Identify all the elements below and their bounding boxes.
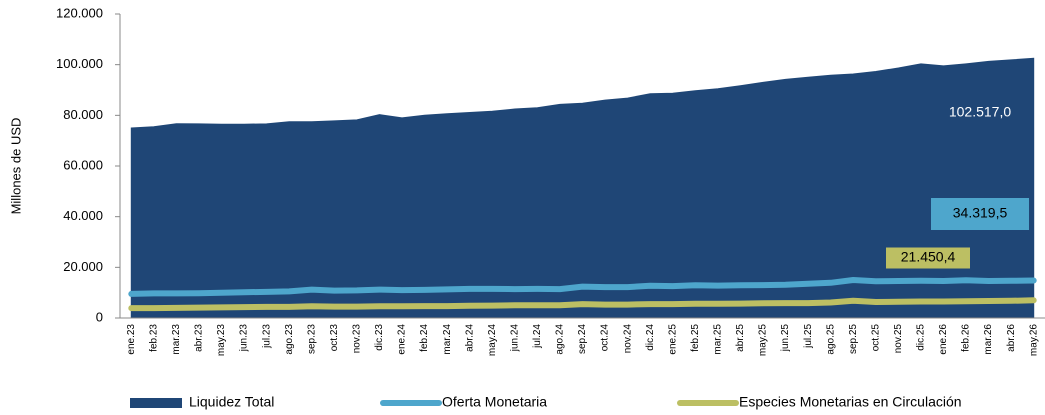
area bbox=[130, 57, 1035, 319]
y-tick-label: 120.000 bbox=[56, 5, 103, 20]
x-tick-label: abr.25 bbox=[735, 324, 746, 352]
x-tick-label: jun.24 bbox=[509, 324, 520, 353]
x-tick-label: abr.24 bbox=[464, 324, 475, 352]
x-tick-label: feb.24 bbox=[419, 324, 430, 352]
x-tick-label: jun.25 bbox=[780, 324, 791, 353]
x-tick-label: mar.26 bbox=[983, 324, 994, 355]
x-tick-label: sep.24 bbox=[577, 324, 588, 354]
x-tick-label: oct.25 bbox=[870, 324, 881, 352]
annotation: 102.517,0 bbox=[949, 104, 1011, 120]
annotation: 21.450,4 bbox=[901, 249, 956, 265]
x-tick-label: feb.25 bbox=[690, 324, 701, 352]
x-tick-label: jul.24 bbox=[532, 324, 543, 349]
x-tick-label: oct.24 bbox=[600, 324, 611, 352]
x-tick-label: feb.26 bbox=[961, 324, 972, 352]
y-tick-label: 60.000 bbox=[63, 157, 103, 172]
legend-label: Oferta Monetaria bbox=[442, 394, 547, 410]
x-tick-label: may.24 bbox=[487, 324, 498, 356]
x-tick-label: may.26 bbox=[1028, 324, 1039, 356]
x-tick-label: ene.26 bbox=[938, 324, 949, 355]
x-tick-label: nov.24 bbox=[622, 324, 633, 354]
annotation-box bbox=[931, 198, 1029, 230]
x-tick-label: abr.23 bbox=[194, 324, 205, 352]
x-tick-label: jul.23 bbox=[261, 324, 272, 349]
x-tick-label: mar.24 bbox=[442, 324, 453, 355]
x-tick-label: oct.23 bbox=[329, 324, 340, 352]
x-tick-label: dic.23 bbox=[374, 324, 385, 351]
x-tick-label: jul.25 bbox=[803, 324, 814, 349]
x-tick-label: may.23 bbox=[216, 324, 227, 356]
x-tick-label: feb.23 bbox=[148, 324, 159, 352]
x-tick-label: ene.24 bbox=[397, 324, 408, 355]
line bbox=[128, 297, 1037, 312]
x-tick-label: sep.25 bbox=[848, 324, 859, 354]
y-tick-label: 40.000 bbox=[63, 208, 103, 223]
y-tick-label: 100.000 bbox=[56, 56, 103, 71]
x-tick-label: ene.23 bbox=[126, 324, 137, 355]
x-tick-label: abr.26 bbox=[1006, 324, 1017, 352]
x-tick-label: ago.24 bbox=[555, 324, 566, 355]
legend-swatch bbox=[130, 398, 182, 408]
x-tick-label: sep.23 bbox=[306, 324, 317, 354]
x-tick-label: mar.23 bbox=[171, 324, 182, 355]
x-tick-label: dic.25 bbox=[916, 324, 927, 351]
y-axis-label: Millones de USD bbox=[8, 118, 23, 215]
annotation-box bbox=[886, 247, 970, 269]
x-tick-label: ago.25 bbox=[825, 324, 836, 355]
legend-label: Liquidez Total bbox=[189, 394, 274, 410]
x-tick-label: ago.23 bbox=[284, 324, 295, 355]
x-tick-label: nov.25 bbox=[893, 324, 904, 354]
x-tick-label: mar.25 bbox=[713, 324, 724, 355]
x-tick-label: may.25 bbox=[758, 324, 769, 356]
y-tick-label: 0 bbox=[96, 309, 103, 324]
x-tick-label: jun.23 bbox=[239, 324, 250, 353]
x-tick-label: dic.24 bbox=[645, 324, 656, 351]
legend-label: Especies Monetarias en Circulación bbox=[739, 394, 962, 410]
x-tick-label: ene.25 bbox=[667, 324, 678, 355]
line bbox=[128, 277, 1037, 297]
annotation: 34.319,5 bbox=[953, 205, 1008, 221]
y-tick-label: 20.000 bbox=[63, 259, 103, 274]
x-tick-label: nov.23 bbox=[352, 324, 363, 354]
y-tick-label: 80.000 bbox=[63, 107, 103, 122]
